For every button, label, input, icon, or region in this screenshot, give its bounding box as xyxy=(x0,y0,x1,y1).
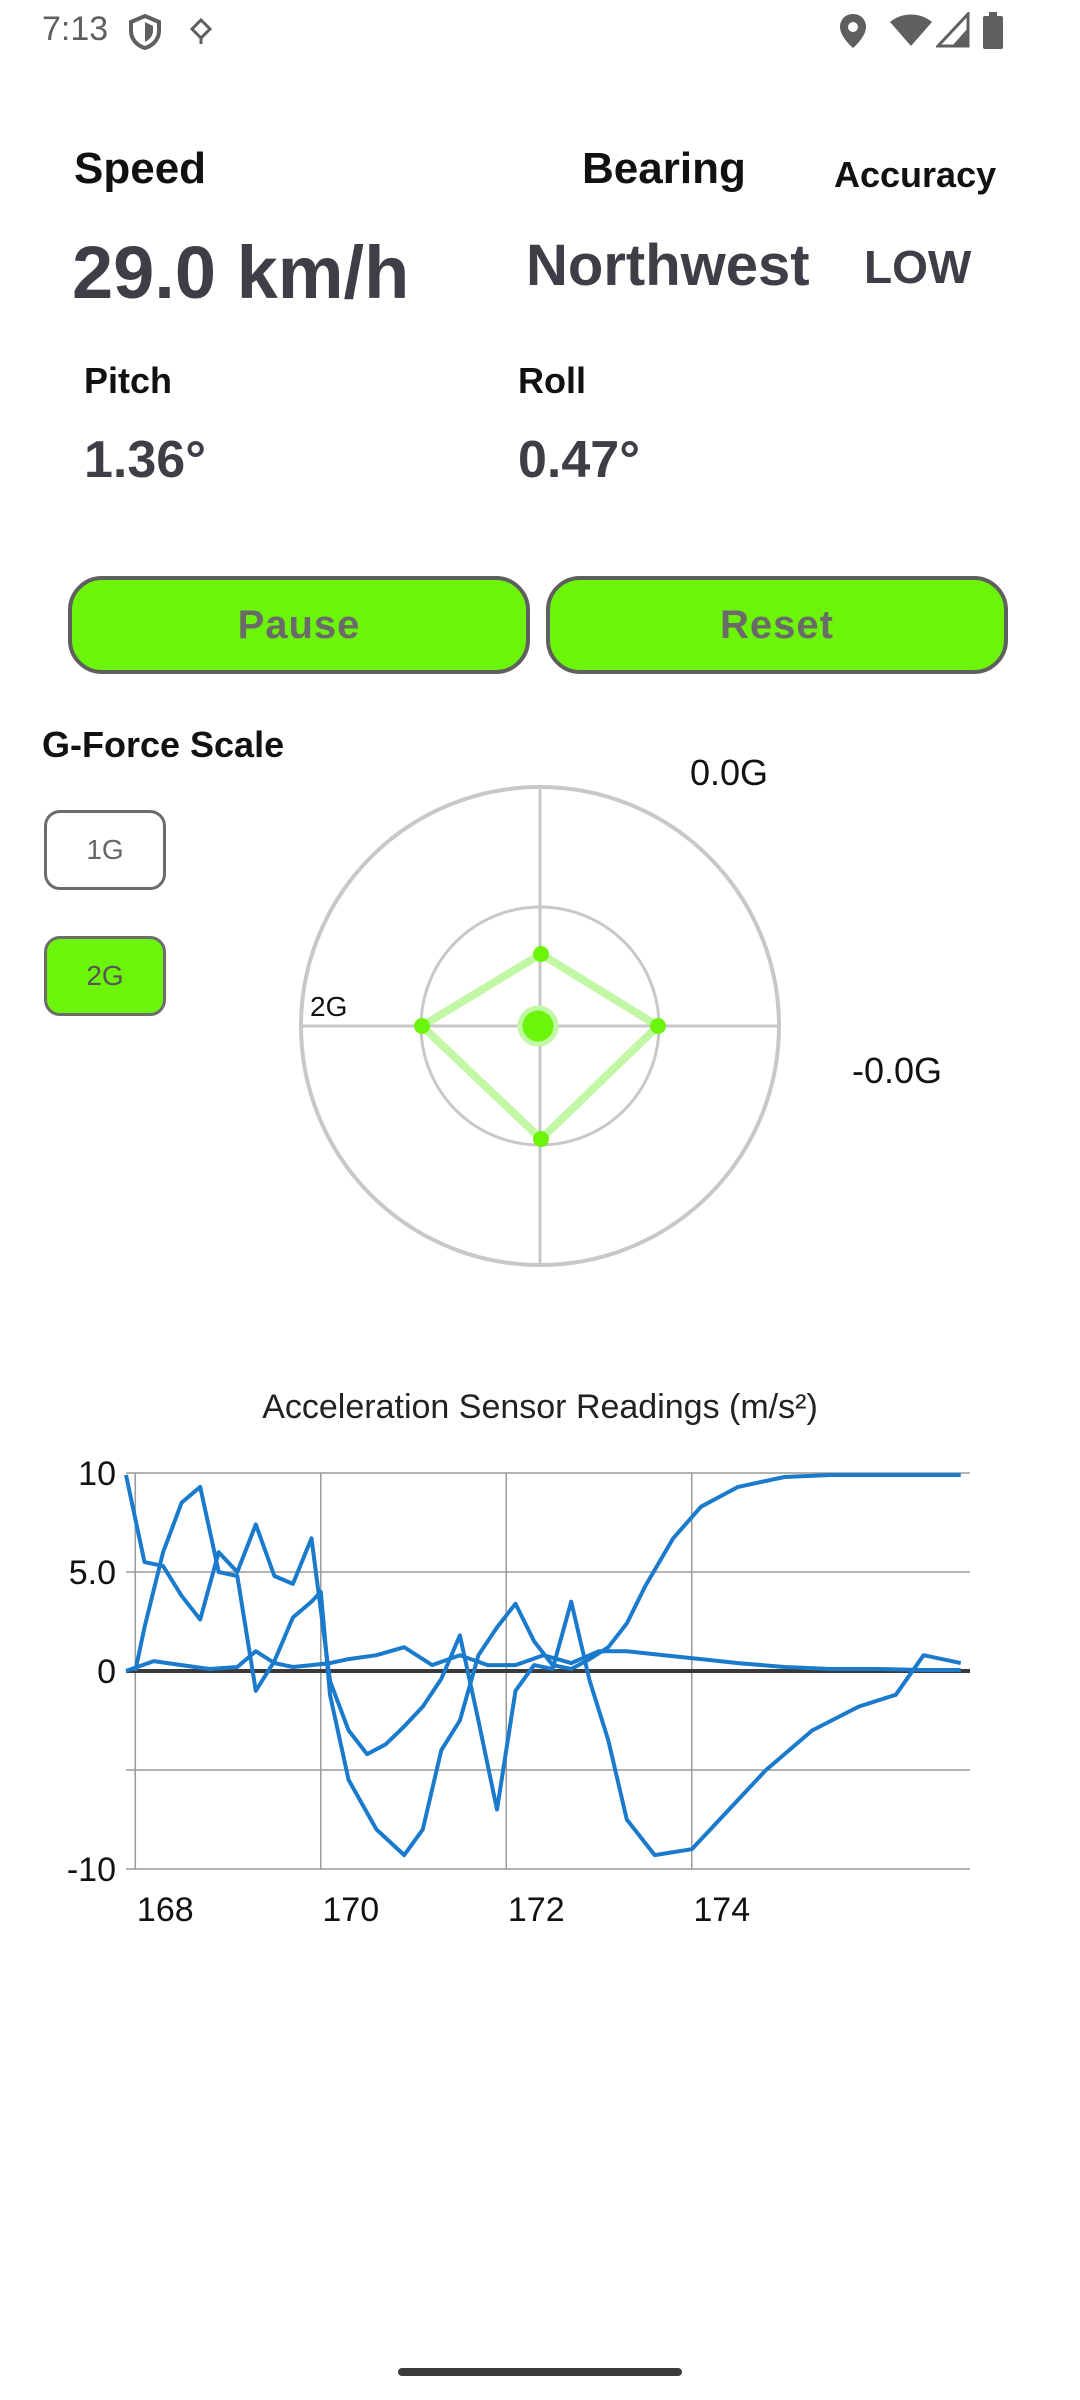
roll-value: 0.47° xyxy=(518,431,641,489)
gforce-point-top xyxy=(533,946,549,962)
x-tick-label: 172 xyxy=(508,1891,565,1929)
speed-label: Speed xyxy=(74,144,207,193)
signal-icon xyxy=(936,12,970,48)
acceleration-chart: 10 5.0 0 -10 168 170 172 174 xyxy=(67,1455,970,1929)
wifi-icon xyxy=(890,14,932,46)
nav-drop-icon xyxy=(189,18,213,44)
gforce-ring-label: 2G xyxy=(310,991,347,1022)
bearing-label: Bearing xyxy=(582,144,746,193)
gforce-point-bottom xyxy=(533,1131,549,1147)
gforce-top-reading: 0.0G xyxy=(690,752,769,793)
gforce-right-reading: -0.0G xyxy=(852,1050,943,1091)
y-tick-label: 0 xyxy=(97,1653,116,1691)
pitch-value: 1.36° xyxy=(84,431,207,489)
accuracy-label: Accuracy xyxy=(834,154,997,195)
gforce-scale-title: G-Force Scale xyxy=(42,724,285,765)
series-line-3 xyxy=(125,1645,961,1673)
y-tick-label: 5.0 xyxy=(69,1554,116,1592)
shield-icon xyxy=(129,14,161,50)
chart-title: Acceleration Sensor Readings (m/s²) xyxy=(262,1388,818,1426)
reset-button[interactable]: Reset xyxy=(546,576,1008,674)
gforce-point-right xyxy=(650,1018,666,1034)
roll-label: Roll xyxy=(518,360,586,401)
gforce-radar: 2G xyxy=(299,785,781,1267)
y-tick-label: 10 xyxy=(78,1455,116,1493)
x-tick-label: 170 xyxy=(322,1891,379,1929)
status-time: 7:13 xyxy=(42,10,109,48)
series-line-2 xyxy=(124,1474,962,1858)
scale-1g-button[interactable]: 1G xyxy=(44,810,166,890)
home-indicator[interactable] xyxy=(398,2368,682,2376)
y-tick-label: -10 xyxy=(67,1851,116,1889)
battery-icon xyxy=(983,12,1003,49)
location-icon xyxy=(840,14,866,48)
x-tick-label: 168 xyxy=(137,1891,194,1929)
scale-2g-button[interactable]: 2G xyxy=(44,936,166,1016)
x-tick-label: 174 xyxy=(693,1891,750,1929)
pause-button[interactable]: Pause xyxy=(68,576,530,674)
series-line-1 xyxy=(133,1473,961,1858)
speed-value: 29.0 km/h xyxy=(72,231,410,314)
pitch-label: Pitch xyxy=(84,360,173,401)
bearing-value: Northwest xyxy=(526,233,810,298)
gforce-point-left xyxy=(414,1018,430,1034)
gforce-center-dot xyxy=(517,1005,559,1047)
accuracy-value: LOW xyxy=(864,241,972,293)
